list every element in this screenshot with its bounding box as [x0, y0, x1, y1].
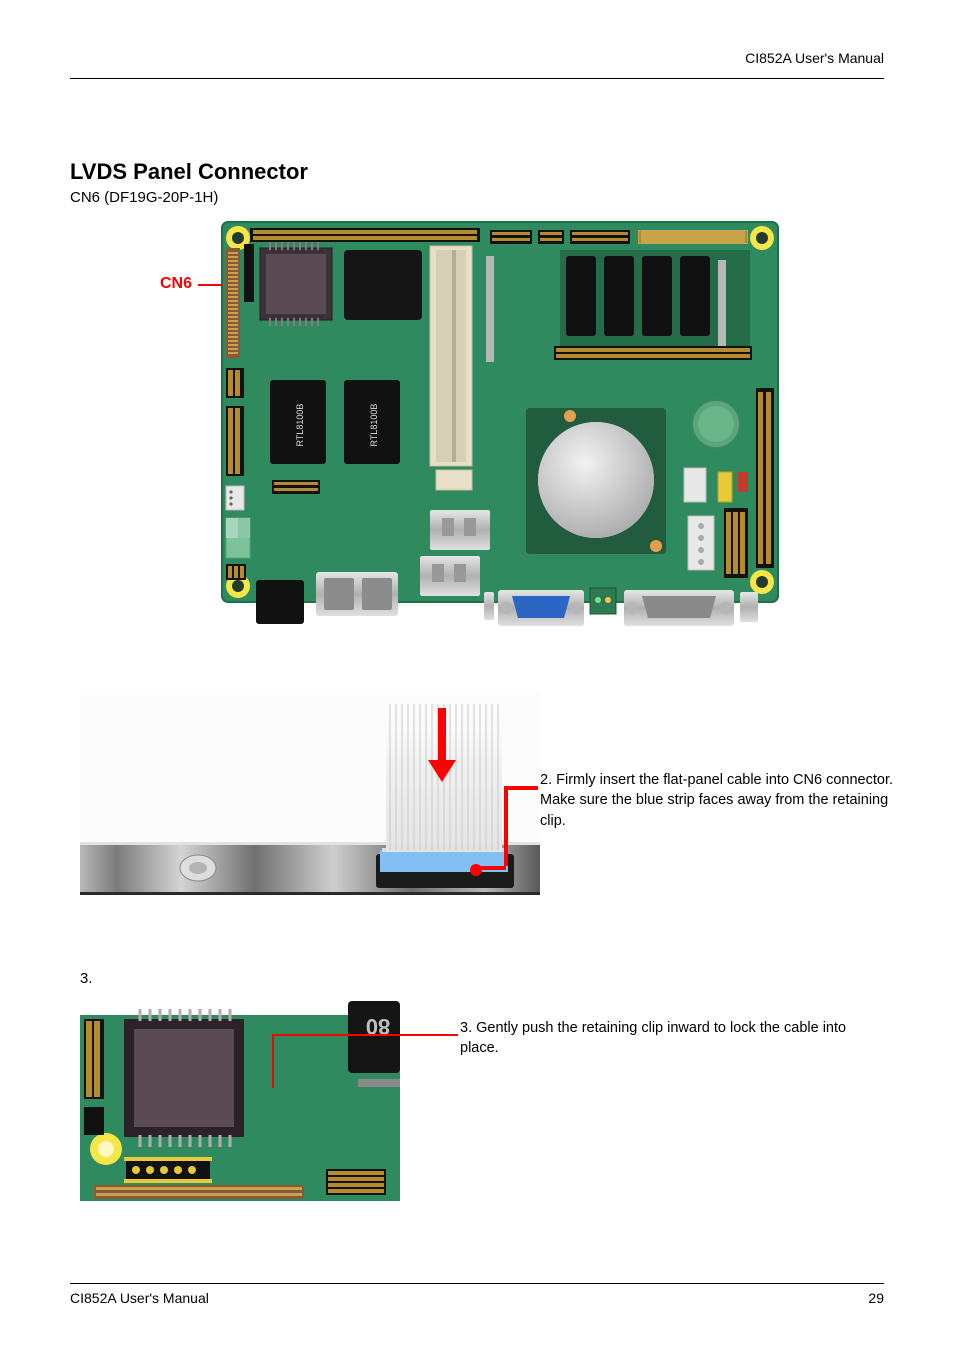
step3-svg: 80 [80, 1001, 400, 1201]
footer-left: CI852A User's Manual [70, 1290, 209, 1306]
footer: CI852A User's Manual 29 [70, 1283, 884, 1306]
chip-label-1: RTL8100B [295, 404, 305, 447]
footer-right: 29 [868, 1290, 884, 1306]
step2-caption: 2. Firmly insert the flat-panel cable in… [540, 770, 900, 831]
board-svg: RTL8100B RTL8100B [220, 220, 780, 630]
step3-leader-h [272, 1034, 458, 1036]
header-rule [70, 78, 884, 79]
cn6-leader-line [198, 284, 222, 286]
step3-figure: 3. 80 [80, 970, 580, 1206]
step3-caption: 3. Gently push the retaining clip inward… [460, 1018, 880, 1059]
step3-leader-v [272, 1034, 274, 1088]
board-figure: CN6 [220, 220, 780, 630]
section-title: LVDS Panel Connector [70, 159, 884, 185]
chip-label-2: RTL8100B [369, 404, 379, 447]
step2-svg [80, 690, 540, 910]
cn6-label: CN6 [160, 275, 192, 293]
step2-figure: 2. Firmly insert the flat-panel cable in… [80, 690, 580, 915]
header-right: CI852A User's Manual [745, 50, 884, 66]
section-sub: CN6 (DF19G-20P-1H) [70, 189, 884, 206]
step3-label: 3. [80, 970, 580, 987]
footer-rule [70, 1283, 884, 1284]
